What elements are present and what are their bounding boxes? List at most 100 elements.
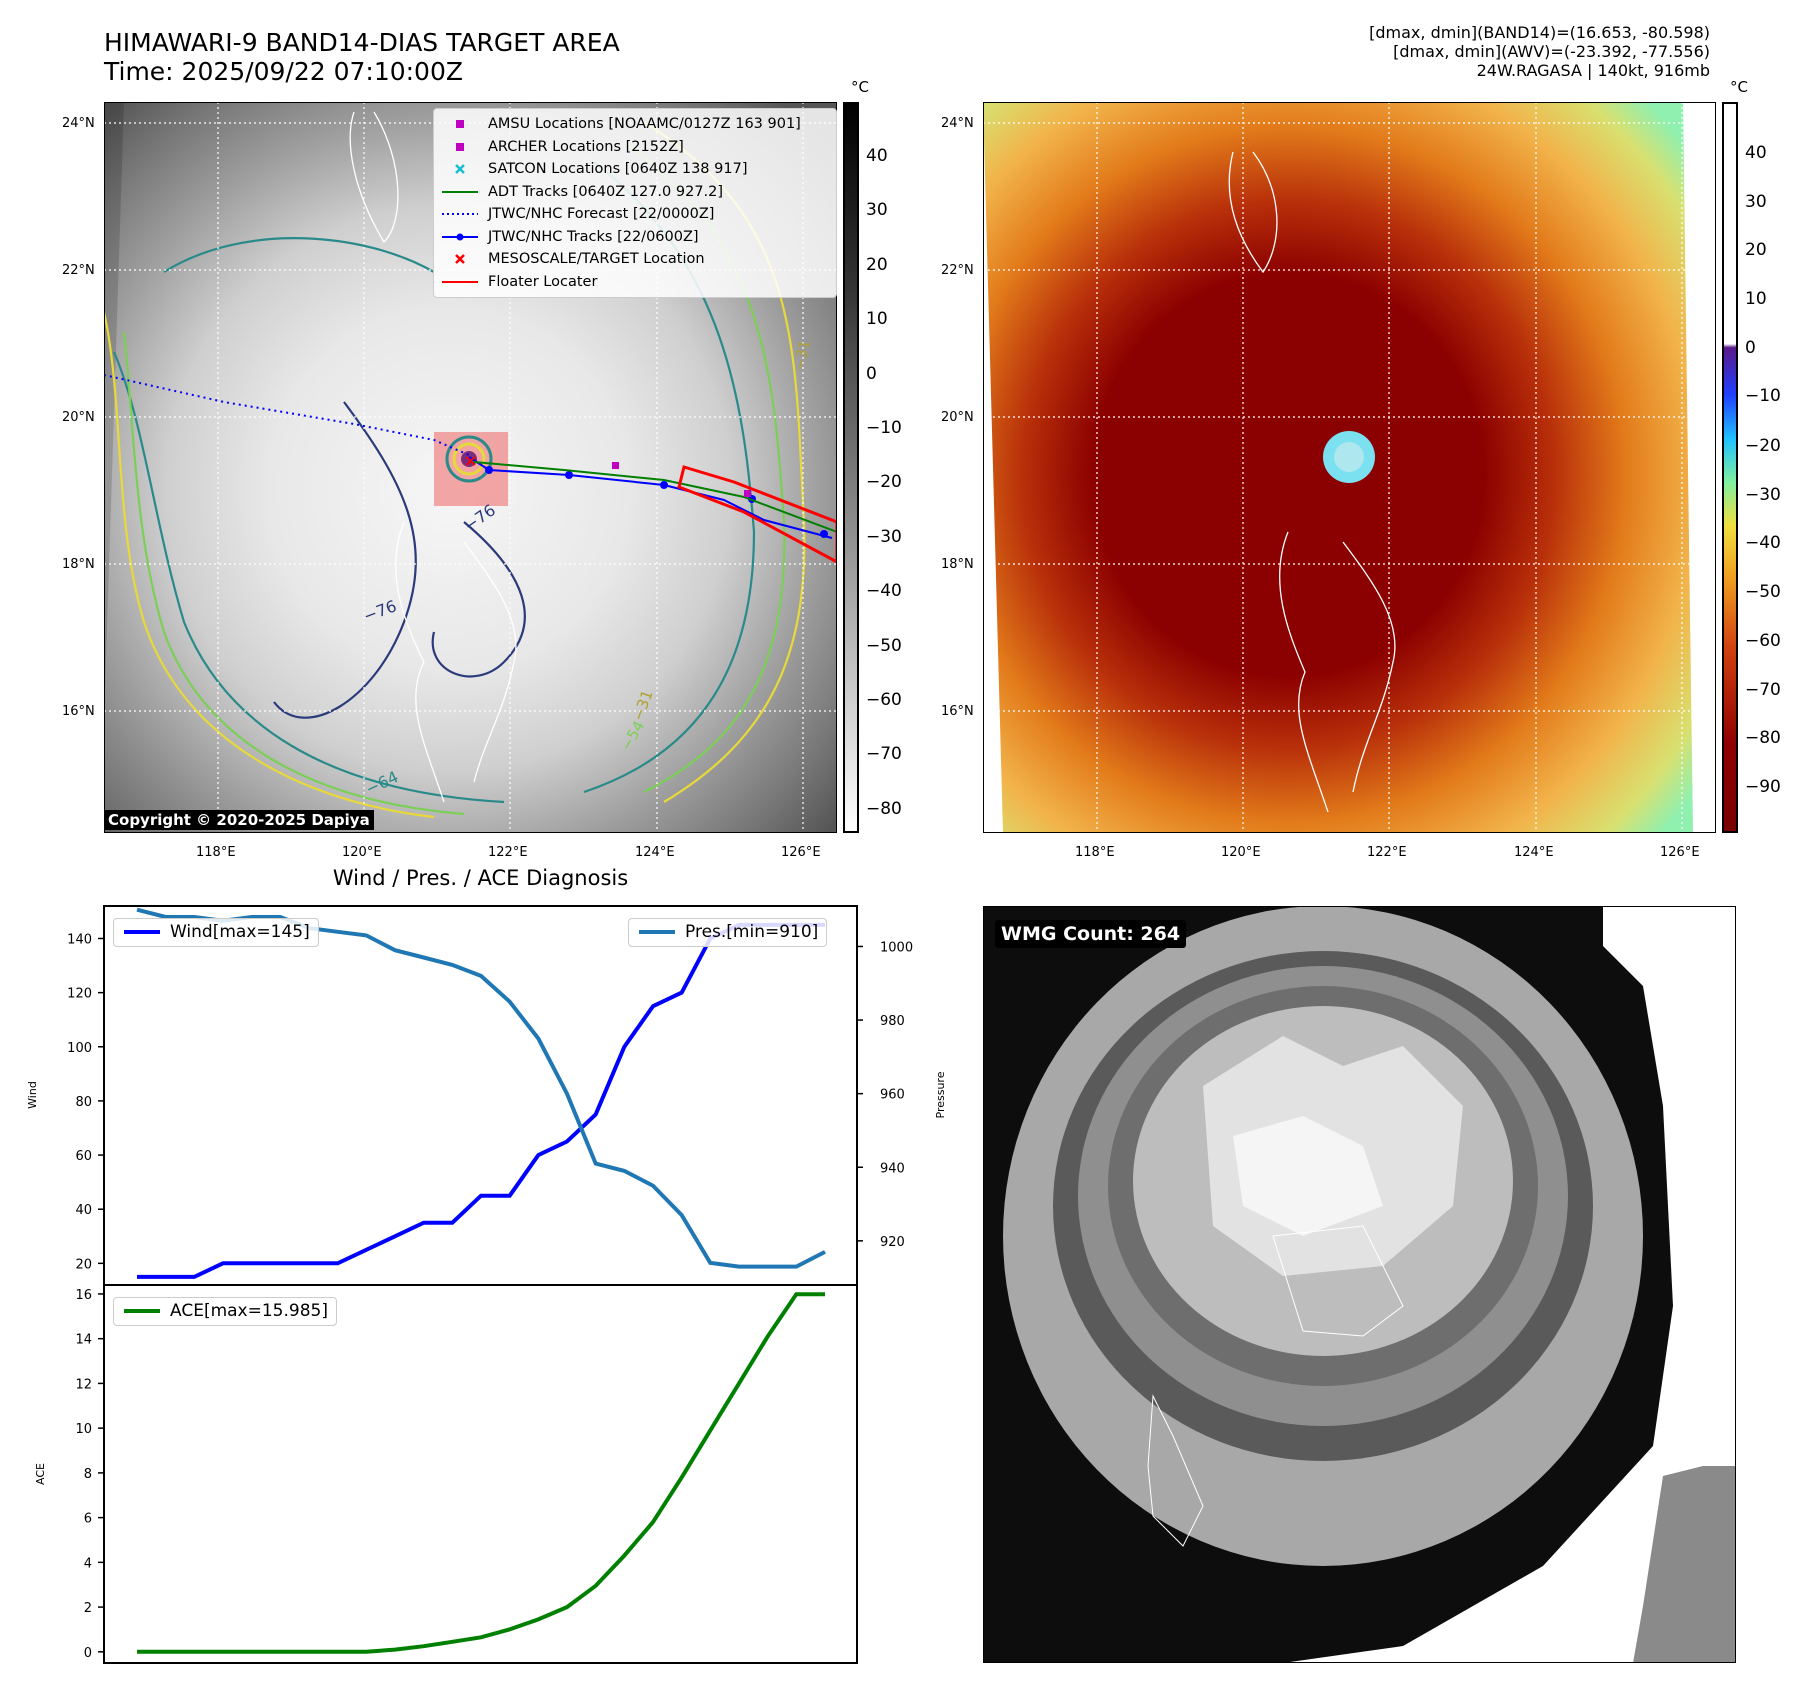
legend-item: AMSU Locations [NOAAMC/0127Z 163 901] [440, 113, 830, 136]
legend-item: ARCHER Locations [2152Z] [440, 136, 830, 159]
pressure-axis-label: Pressure [934, 1071, 947, 1118]
enh-cbar-tick: −30 [1745, 485, 1781, 505]
legend-key-line [442, 190, 478, 193]
pres-legend: Pres.[min=910] [628, 918, 828, 947]
lon-tick: 118°E [1075, 845, 1115, 860]
legend-key-ace [124, 1309, 160, 1314]
ir-cbar-tick: −40 [866, 581, 902, 601]
legend-label: SATCON Locations [0640Z 138 917] [488, 161, 748, 177]
ir-legend: AMSU Locations [NOAAMC/0127Z 163 901] AR… [433, 108, 837, 298]
wind-legend: Wind[max=145] [113, 918, 319, 947]
enh-cbar-tick: −90 [1745, 777, 1781, 797]
enh-cbar-tick: 20 [1745, 240, 1767, 260]
lat-tick: 20°N [62, 410, 95, 425]
map-grid [983, 102, 1716, 833]
axis-tick-label: 100 [67, 1041, 92, 1056]
axis-tick-label: 8 [84, 1467, 92, 1482]
axis-tick-label: 40 [75, 1203, 92, 1218]
legend-key-line [442, 280, 478, 283]
ace-axes [103, 1284, 858, 1664]
ir-colorbar-unit: °C [851, 78, 869, 96]
ir-cbar-tick: −20 [866, 472, 902, 492]
lon-tick: 126°E [1660, 845, 1700, 860]
axis-tick-label: 16 [75, 1288, 92, 1303]
lat-tick: 24°N [941, 116, 974, 131]
enh-colorbar [1722, 102, 1738, 833]
ace-axis-label: ACE [34, 1463, 47, 1485]
axis-tick-label: 14 [75, 1333, 92, 1348]
axis-tick-label: 80 [75, 1095, 92, 1110]
axis-tick-label: 0 [84, 1646, 92, 1661]
lat-tick: 16°N [62, 704, 95, 719]
lon-tick: 122°E [488, 845, 528, 860]
legend-label: ADT Tracks [0640Z 127.0 927.2] [488, 183, 724, 200]
legend-item: JTWC/NHC Forecast [22/0000Z] [440, 203, 830, 226]
contour-label: −31 [790, 338, 813, 372]
ir-cbar-tick: −80 [866, 799, 902, 819]
enh-cbar-tick: −10 [1745, 386, 1781, 406]
legend-key-square [456, 120, 464, 129]
enh-cbar-tick: −50 [1745, 582, 1781, 602]
ir-cbar-tick: −60 [866, 690, 902, 710]
wind-pres-axes [103, 905, 858, 1286]
figure-title: HIMAWARI-9 BAND14-DIAS TARGET AREA [104, 28, 620, 57]
enh-cbar-tick: −80 [1745, 728, 1781, 748]
enh-cbar-tick: 30 [1745, 192, 1767, 212]
floater-track [677, 465, 837, 564]
adt-track [473, 461, 837, 533]
pressure-line [136, 907, 826, 1269]
coastlines [1228, 151, 1396, 813]
ace-legend-label: ACE[max=15.985] [170, 1301, 328, 1321]
axis-tick-label: 1000 [880, 940, 913, 955]
ace-line [137, 1292, 825, 1654]
axis-tick-label: 980 [880, 1014, 905, 1029]
lon-tick: 126°E [781, 845, 821, 860]
legend-key-pres [639, 930, 675, 935]
legend-label: ARCHER Locations [2152Z] [488, 138, 684, 155]
axis-tick-label: 140 [67, 932, 92, 947]
wmg-count-label: WMG Count: 264 [995, 920, 1187, 948]
legend-key-square [456, 142, 464, 151]
legend-label: Floater Locater [488, 273, 598, 290]
lon-tick: 122°E [1367, 845, 1407, 860]
ir-colorbar [843, 102, 859, 833]
ir-cbar-tick: −10 [866, 418, 902, 438]
axis-tick-label: 10 [75, 1422, 92, 1437]
ace-legend: ACE[max=15.985] [113, 1297, 337, 1326]
lon-tick: 118°E [196, 845, 236, 860]
svg-text:×: × [464, 451, 477, 470]
ir-cbar-tick: −50 [866, 636, 902, 656]
enh-cbar-tick: 40 [1745, 143, 1767, 163]
lon-tick: 120°E [342, 845, 382, 860]
lat-tick: 24°N [62, 116, 95, 131]
diagnosis-title: Wind / Pres. / ACE Diagnosis [332, 866, 629, 890]
enh-cbar-tick: −40 [1745, 533, 1781, 553]
wind-axis-label: Wind [26, 1081, 39, 1109]
copyright-label: Copyright © 2020-2025 Dapiya [104, 810, 374, 830]
legend-label: JTWC/NHC Forecast [22/0000Z] [488, 206, 715, 222]
legend-key-x [455, 254, 465, 265]
legend-item: SATCON Locations [0640Z 138 917] [440, 158, 830, 181]
axis-tick-label: 6 [84, 1512, 92, 1527]
enh-cbar-tick: 0 [1745, 338, 1756, 358]
legend-label: JTWC/NHC Tracks [22/0600Z] [488, 228, 699, 245]
contour-navy [273, 401, 417, 719]
axis-tick-label: 4 [84, 1556, 92, 1571]
axis-tick-label: 2 [84, 1601, 92, 1616]
enh-colorbar-unit: °C [1730, 78, 1748, 96]
lat-tick: 18°N [62, 557, 95, 572]
info-block: [dmax, dmin](BAND14)=(16.653, -80.598) [… [1369, 23, 1710, 80]
legend-label: AMSU Locations [NOAAMC/0127Z 163 901] [488, 116, 801, 132]
figure-time: Time: 2025/09/22 07:10:00Z [104, 57, 463, 86]
legend-item: MESOSCALE/TARGET Location [440, 248, 830, 271]
legend-key-dotted [442, 213, 478, 216]
enh-cbar-tick: −60 [1745, 631, 1781, 651]
ir-cbar-tick: −70 [866, 744, 902, 764]
legend-item: JTWC/NHC Tracks [22/0600Z] [440, 226, 830, 249]
legend-key-x [455, 164, 465, 175]
lat-tick: 18°N [941, 557, 974, 572]
ir-cbar-tick: −30 [866, 527, 902, 547]
lon-tick: 124°E [635, 845, 675, 860]
enhanced-ir-map [983, 102, 1716, 833]
wind-legend-label: Wind[max=145] [170, 922, 310, 942]
